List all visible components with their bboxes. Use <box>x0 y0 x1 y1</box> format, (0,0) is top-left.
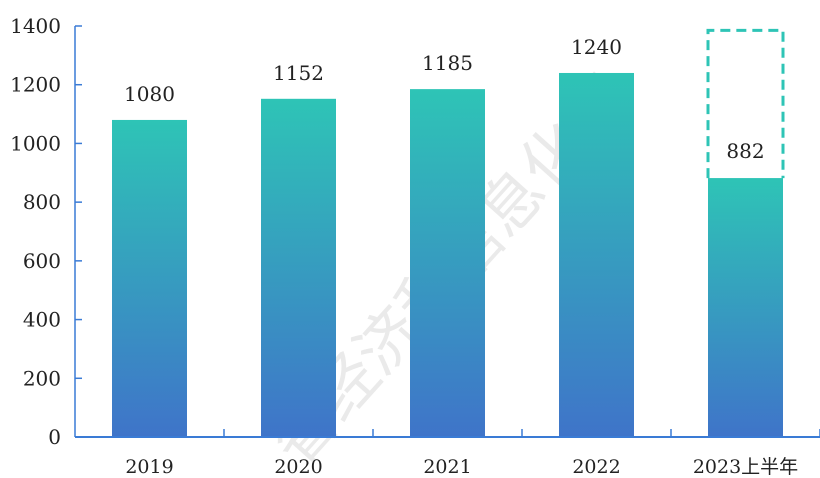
data-label-2019: 1080 <box>124 82 175 106</box>
axes-group <box>74 25 820 438</box>
x-tick-label-2022: 2022 <box>572 456 620 478</box>
x-tick-label-2021: 2021 <box>423 456 471 478</box>
data-label-2021: 1185 <box>422 51 473 75</box>
x-tick-label-2020: 2020 <box>274 456 322 478</box>
y-tick-label-600: 600 <box>23 249 61 273</box>
bars-group <box>112 28 785 437</box>
y-tick-label-800: 800 <box>23 190 61 214</box>
data-label-2023上半年: 882 <box>726 139 764 163</box>
y-tick-label-400: 400 <box>23 308 61 332</box>
y-tick-label-1400: 1400 <box>10 14 61 38</box>
y-tick-label-0: 0 <box>48 425 61 449</box>
bar-2019 <box>112 119 187 437</box>
y-tick-label-1200: 1200 <box>10 73 61 97</box>
x-tick-label-2019: 2019 <box>125 456 173 478</box>
bar-2022 <box>559 72 634 437</box>
x-tick-label-2023上半年: 2023上半年 <box>693 456 798 478</box>
projected-outline-dashed <box>706 28 785 179</box>
y-tick-label-200: 200 <box>23 366 61 390</box>
bar-2023上半年 <box>708 178 783 437</box>
bar-2021 <box>410 89 485 437</box>
labels-group: 1080 2019 1152 2020 1185 2021 1240 2022 882 2023上… <box>10 14 798 478</box>
y-tick-label-1000: 1000 <box>10 131 61 155</box>
data-label-2022: 1240 <box>571 35 622 59</box>
bar-2020 <box>261 98 336 437</box>
data-label-2020: 1152 <box>273 61 324 85</box>
